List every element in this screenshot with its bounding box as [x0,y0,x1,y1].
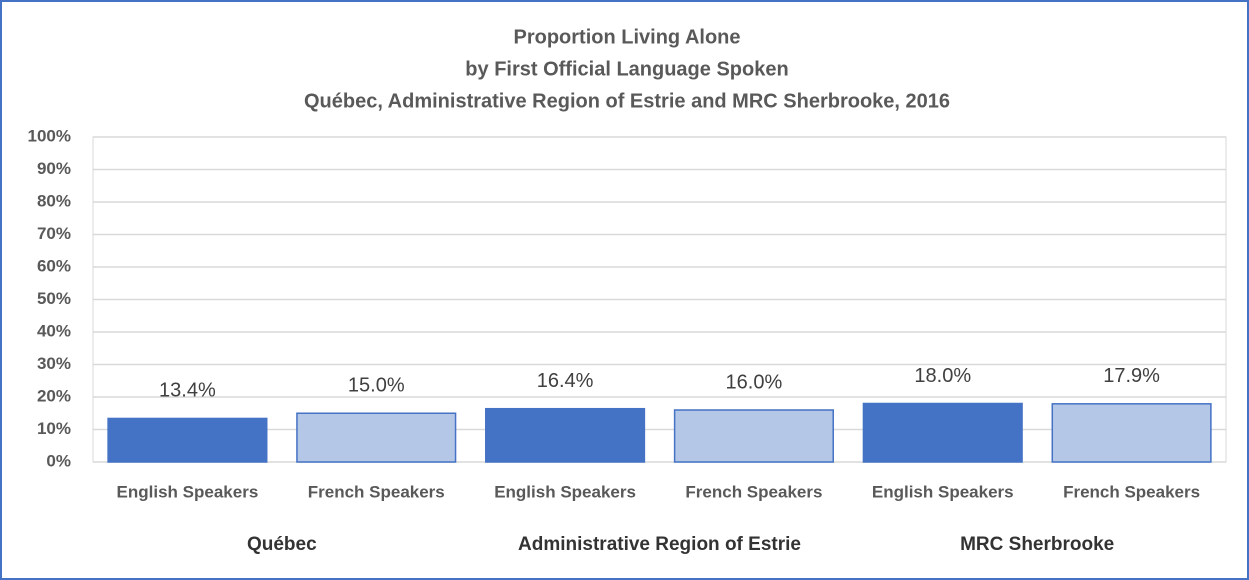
y-tick-label: 30% [37,354,71,373]
y-tick-label: 20% [37,386,71,405]
bar [1051,403,1212,463]
y-tick-label: 50% [37,289,71,308]
y-tick-label: 70% [37,224,71,243]
group-label: Administrative Region of Estrie [518,534,801,555]
x-tick-label: English Speakers [872,482,1014,501]
y-tick-label: 40% [37,321,71,340]
chart-title: Proportion Living Alone [513,26,740,48]
bar [107,417,268,463]
y-tick-label: 0% [46,451,71,470]
x-tick-label: English Speakers [494,482,636,501]
bar [673,409,834,463]
y-tick-label: 60% [37,256,71,275]
x-tick-label: English Speakers [117,482,259,501]
y-tick-label: 10% [37,419,71,438]
x-tick-label: French Speakers [308,482,445,501]
x-tick-label: French Speakers [685,482,822,501]
y-tick-label: 80% [37,191,71,210]
bar [862,402,1023,463]
bar [296,412,457,463]
y-tick-label: 90% [37,159,71,178]
data-label: 17.9% [1103,365,1160,387]
data-label: 16.0% [726,371,783,393]
group-label: MRC Sherbrooke [960,534,1114,555]
data-label: 13.4% [159,380,216,402]
chart-subtitle: by First Official Language Spoken [465,58,788,80]
x-tick-label: French Speakers [1063,482,1200,501]
data-label: 18.0% [914,365,971,387]
group-label: Québec [247,534,317,555]
chart-subtitle: Québec, Administrative Region of Estrie … [304,90,950,112]
y-tick-label: 100% [28,126,71,145]
data-label: 16.4% [537,370,594,392]
bar [485,407,646,463]
data-label: 15.0% [348,375,405,397]
